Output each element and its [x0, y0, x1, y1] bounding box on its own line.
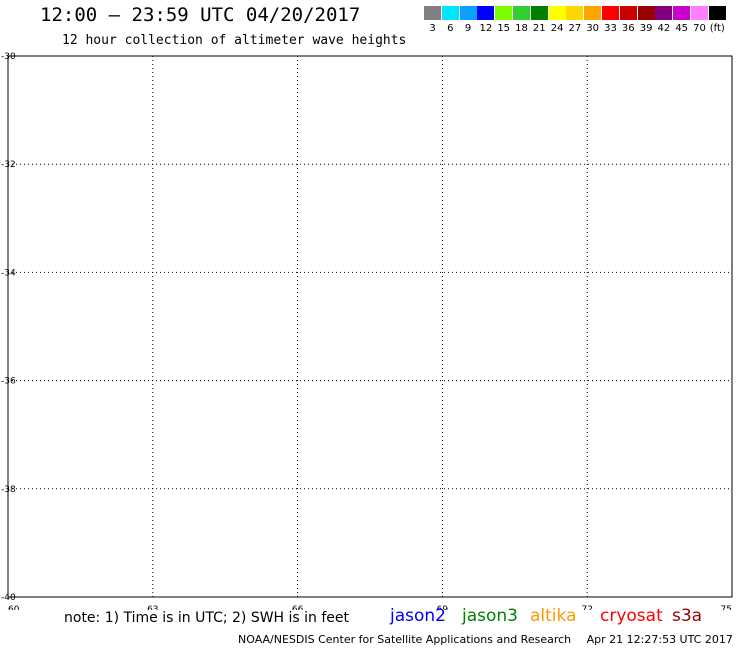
y-tick-label: -32 [1, 160, 16, 170]
y-tick-label: -38 [1, 485, 16, 495]
color-swatch-16 [708, 6, 726, 20]
color-scale-label: 15 [497, 23, 511, 34]
color-swatch-14 [673, 6, 691, 20]
color-swatch-15 [691, 6, 708, 20]
color-scale-label: 39 [639, 23, 653, 34]
page-subtitle: 12 hour collection of altimeter wave hei… [62, 33, 407, 48]
color-scale-label: 36 [621, 23, 635, 34]
color-scale-label: 33 [604, 23, 617, 34]
satellite-label-jason2: jason2 [390, 606, 446, 626]
y-tick-label: -30 [1, 52, 16, 62]
x-tick-label: 60 [8, 605, 20, 610]
color-scale-label: 9 [464, 23, 472, 34]
color-swatch-8 [566, 6, 584, 20]
y-tick-label: -40 [1, 593, 16, 603]
color-swatch-7 [548, 6, 566, 20]
x-tick-label: 75 [721, 605, 732, 610]
footer: NOAA/NESDIS Center for Satellite Applica… [238, 633, 733, 646]
color-swatch-0 [424, 6, 441, 20]
color-scale-label: 3 [429, 23, 436, 34]
satellite-label-s3a: s3a [672, 606, 703, 626]
color-swatch-4 [495, 6, 513, 20]
color-swatch-2 [459, 6, 477, 20]
color-scale-label: (ft) [709, 23, 725, 34]
color-scale-label: 45 [675, 23, 689, 34]
color-scale-label: 42 [657, 23, 671, 34]
color-scale-label: 27 [568, 23, 582, 34]
x-tick-label: 72 [581, 605, 592, 610]
satellite-label-cryosat: cryosat [600, 606, 663, 626]
y-tick-label: -34 [1, 268, 16, 278]
plot-frame [7, 55, 733, 598]
color-scale-label: 30 [586, 23, 600, 34]
color-scale-label: 6 [447, 23, 454, 34]
x-tick-label: 66 [292, 605, 304, 610]
color-scale-label: 12 [479, 23, 493, 34]
x-tick-label: 69 [437, 605, 449, 610]
color-scale-label: 70 [693, 23, 706, 34]
color-swatch-13 [655, 6, 673, 20]
color-swatch-1 [441, 6, 459, 20]
color-scale-label: 18 [515, 23, 528, 34]
color-scale-label: 24 [550, 23, 564, 34]
color-swatch-5 [513, 6, 530, 20]
note-text: note: 1) Time is in UTC; 2) SWH is in fe… [64, 610, 350, 626]
color-swatch-6 [530, 6, 548, 20]
color-swatch-9 [584, 6, 602, 20]
color-scale-label: 21 [532, 23, 546, 34]
satellite-label-altika: altika [530, 606, 577, 626]
x-tick-label: 63 [147, 605, 158, 610]
color-swatch-10 [602, 6, 619, 20]
page-title: 12:00 – 23:59 UTC 04/20/2017 [40, 4, 361, 26]
wave-height-map: 60 63 66 69 72 75 -30 -32 -34 -36 -38 -40 [1, 52, 733, 610]
color-swatch-12 [637, 6, 655, 20]
color-swatch-11 [619, 6, 637, 20]
color-swatch-3 [477, 6, 495, 20]
y-tick-label: -36 [1, 377, 16, 387]
footer-credit: NOAA/NESDIS Center for Satellite Applica… [238, 633, 572, 646]
footer-timestamp: Apr 21 12:27:53 UTC 2017 [586, 633, 733, 646]
satellite-label-jason3: jason3 [462, 606, 518, 626]
